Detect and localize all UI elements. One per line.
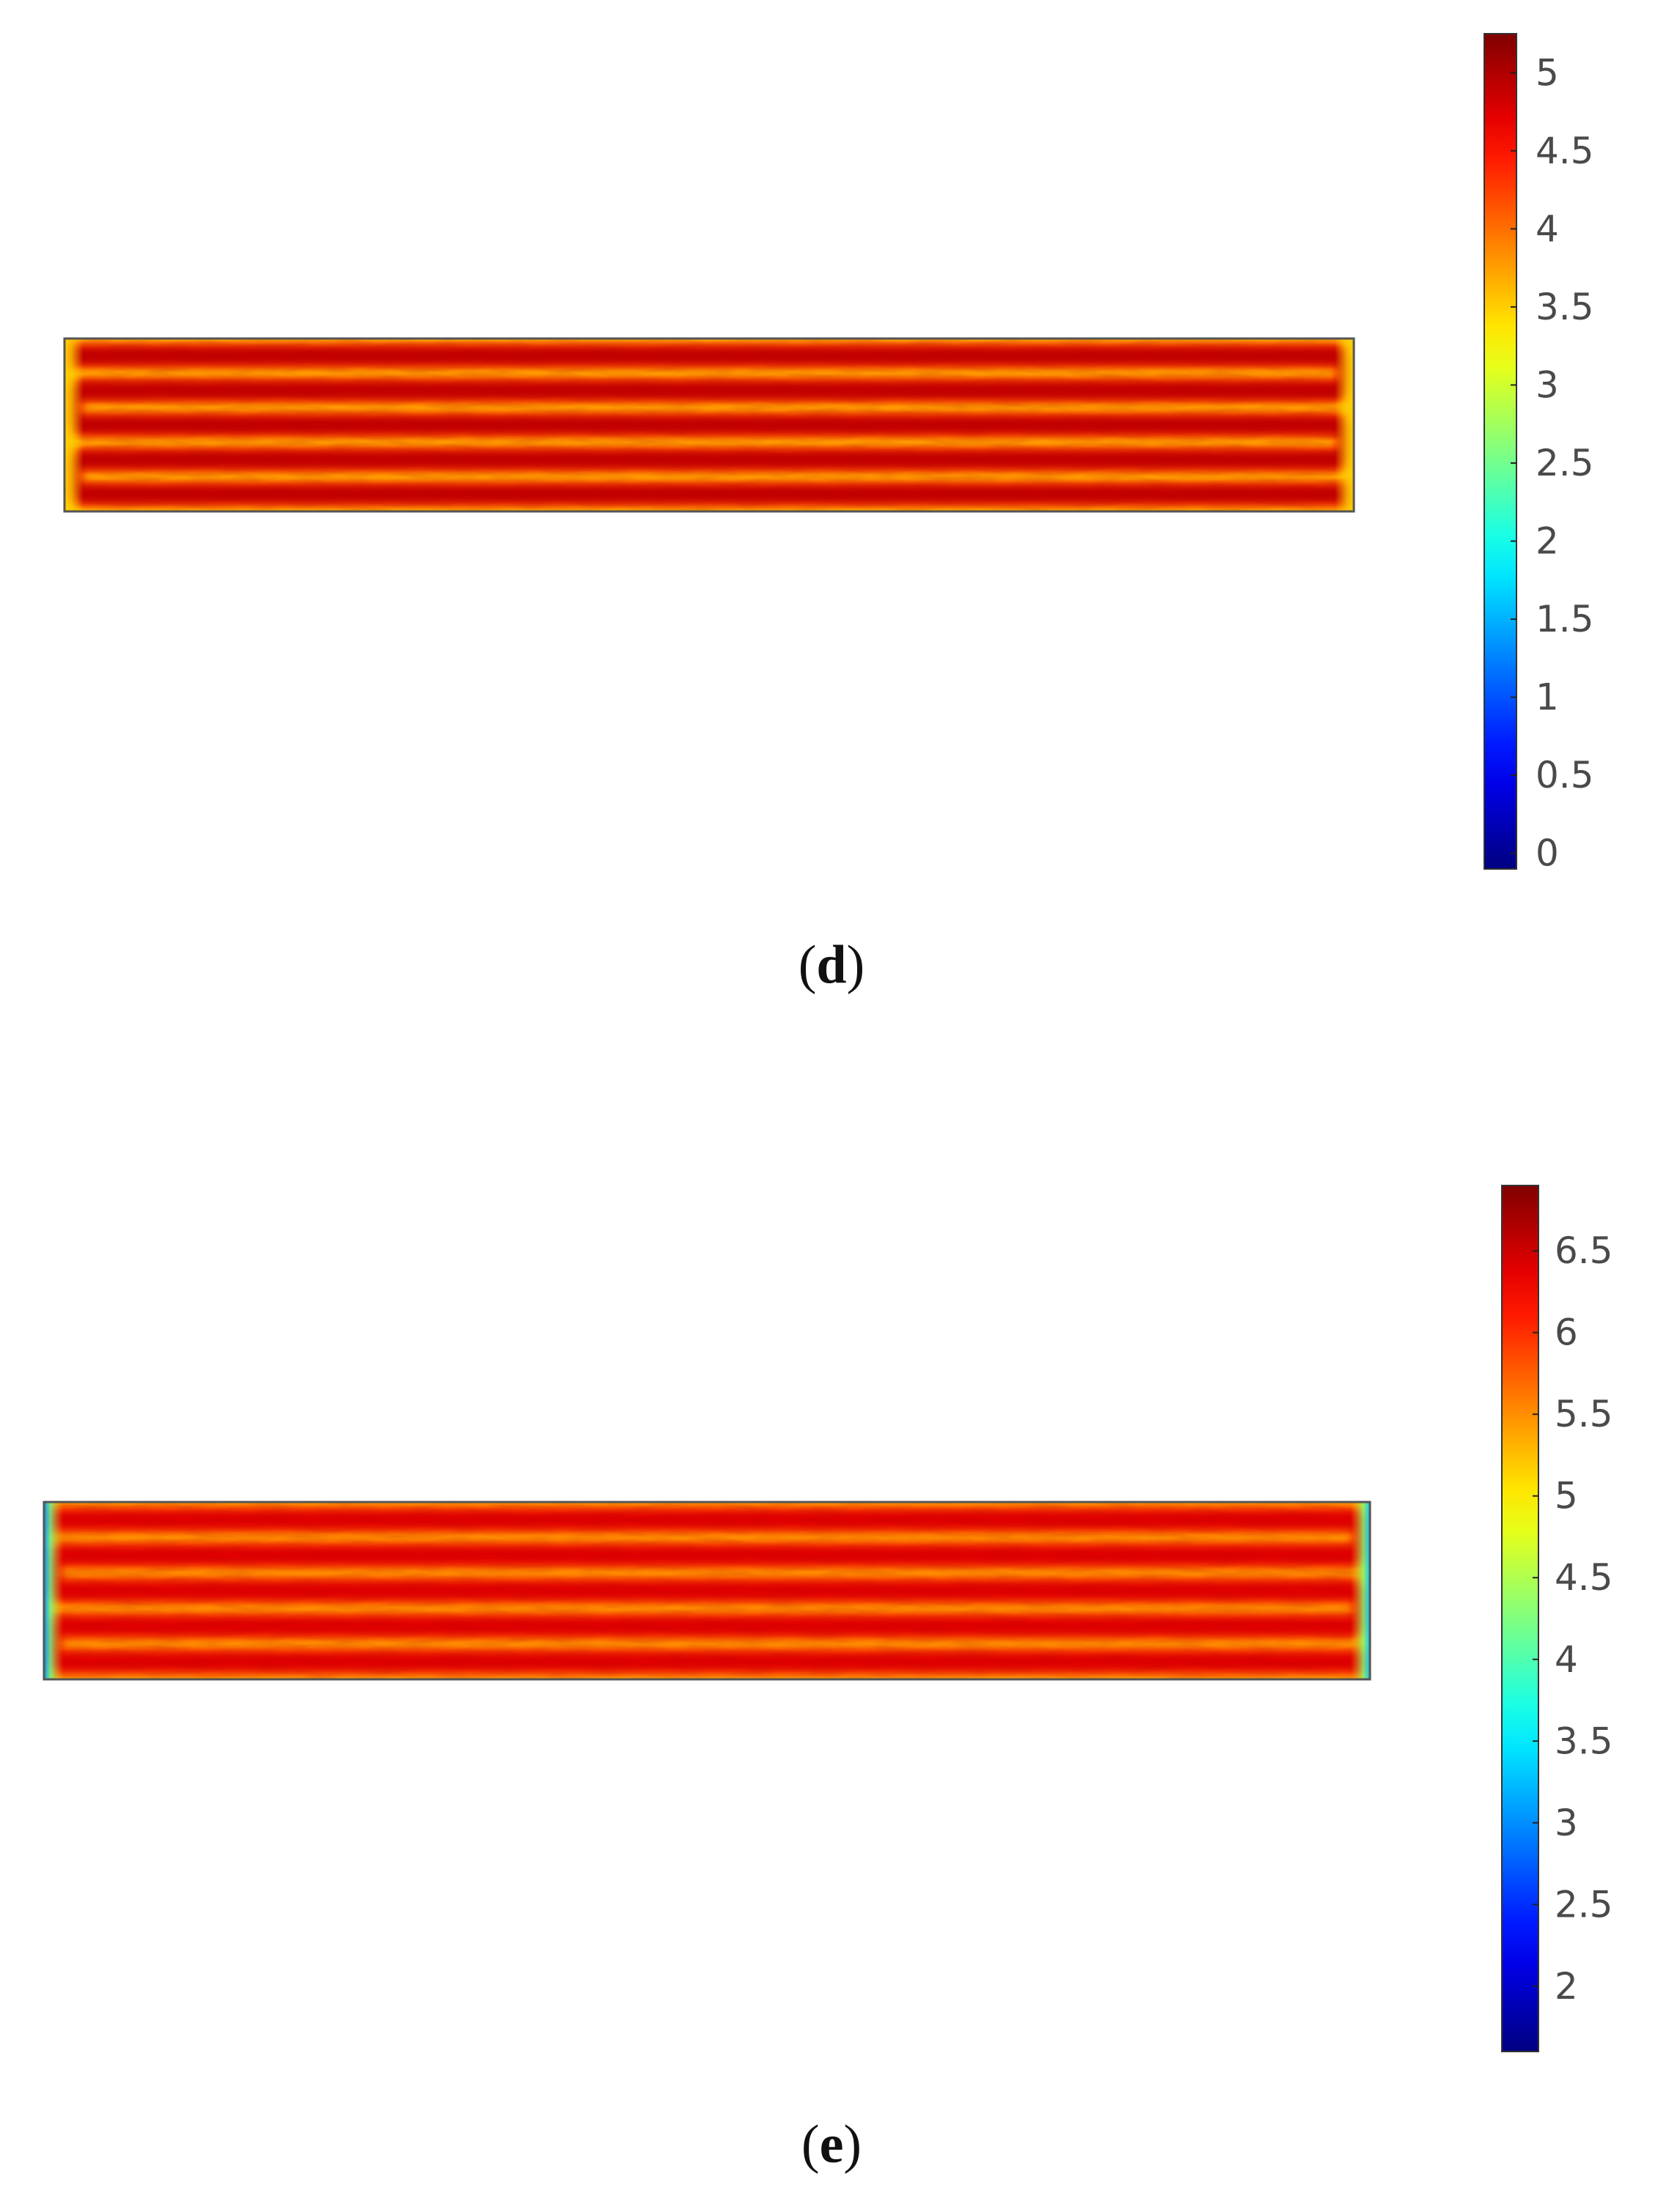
field-texture (64, 339, 1354, 511)
colorbar-tick-label: 4.5 (1536, 130, 1594, 172)
field-plot (64, 339, 1354, 511)
panel-e: 2 2.5 3 3.5 4 4.5 5 5.5 6 6.5 (e) (0, 1106, 1663, 2212)
colorbar-tick-label: 2.5 (1536, 442, 1594, 484)
caption-d-label: d (816, 935, 847, 995)
caption-e-label: e (819, 2115, 844, 2175)
colorbar-tick-label: 5.5 (1555, 1393, 1613, 1435)
plot-border (42, 1501, 1371, 1681)
colorbar-tick-label: 3 (1555, 1802, 1578, 1844)
colorbar-tick-label: 6 (1555, 1312, 1578, 1354)
caption-d: (d) (798, 935, 865, 995)
field-plot (44, 1502, 1370, 1679)
colorbar-tick-label: 2.5 (1555, 1883, 1613, 1926)
colorbar-tick-label: 4 (1536, 207, 1559, 250)
colorbar-tick-label: 4 (1555, 1638, 1578, 1681)
figure-e: 2 2.5 3 3.5 4 4.5 5 5.5 6 6.5 (42, 1185, 1613, 2052)
edge-region-right (1350, 1502, 1370, 1679)
colorbar-tick-label: 5 (1536, 51, 1559, 94)
colorbar: 0 0.5 1 1.5 2 2.5 3 3.5 4 4.5 5 (1484, 33, 1594, 875)
colorbar-tick-label: 3.5 (1555, 1720, 1613, 1762)
edge-region-right (1335, 339, 1354, 511)
colorbar-tick-label: 1.5 (1536, 598, 1594, 640)
figure-d: 0 0.5 1 1.5 2 2.5 3 3.5 4 4.5 5 (63, 33, 1594, 875)
colorbar-tick-label: 6.5 (1555, 1229, 1613, 1272)
colorbar-gradient (1484, 33, 1517, 870)
colorbar-gradient (1501, 1185, 1539, 2052)
edge-region-left (44, 1502, 64, 1679)
colorbar-tick-label: 3 (1536, 363, 1559, 406)
colorbar-tick-label: 0 (1536, 832, 1559, 875)
panel-d: 0 0.5 1 1.5 2 2.5 3 3.5 4 4.5 5 (d) (63, 33, 1594, 995)
colorbar-tick-label: 0.5 (1536, 754, 1594, 796)
colorbar-tick-label: 4.5 (1555, 1556, 1613, 1599)
plot-border (63, 337, 1355, 513)
field-texture (44, 1502, 1370, 1679)
colorbar-tick-label: 2 (1536, 520, 1559, 563)
colorbar-tick-label: 1 (1536, 676, 1559, 719)
colorbar: 2 2.5 3 3.5 4 4.5 5 5.5 6 6.5 (1501, 1185, 1613, 2052)
colorbar-tick-label: 2 (1555, 1965, 1578, 2008)
caption-e: (e) (801, 2115, 862, 2175)
edge-region-left (64, 339, 84, 511)
colorbar-tick-label: 5 (1555, 1475, 1578, 1517)
colorbar-tick-label: 3.5 (1536, 286, 1594, 328)
